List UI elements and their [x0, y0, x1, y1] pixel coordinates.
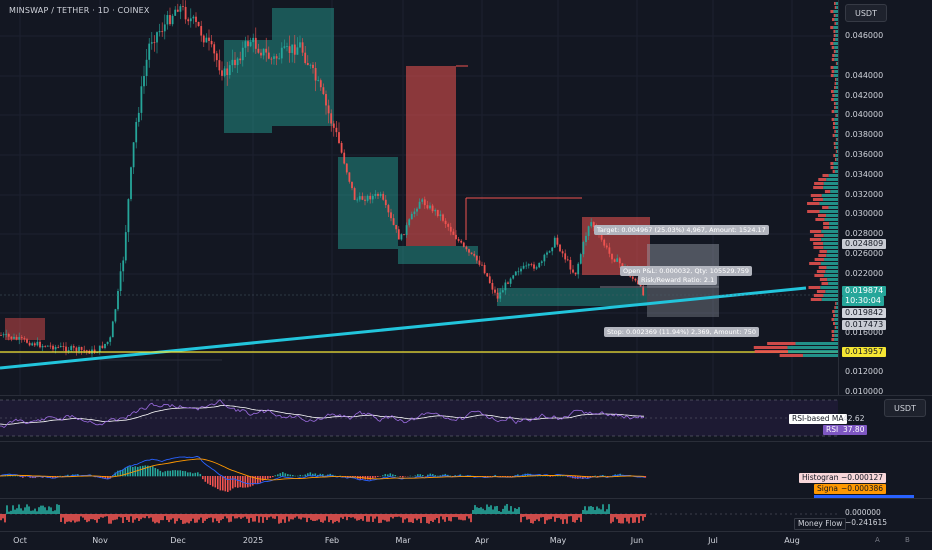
- price-axis-label: 0.046000: [845, 31, 884, 40]
- price-axis-label: 0.016000: [845, 328, 884, 337]
- time-axis-label: Mar: [395, 536, 411, 545]
- price-axis-label: 0.030000: [845, 209, 884, 218]
- open-pnl-label[interactable]: Open P&L: 0.000032, Qty: 105529.759: [620, 266, 753, 276]
- time-axis-label: Feb: [324, 536, 340, 545]
- tp-level-tag: 0.024809: [842, 239, 887, 249]
- settings-button[interactable]: B: [905, 536, 910, 544]
- price-axis-label: 0.044000: [845, 71, 884, 80]
- time-axis-label: Jul: [708, 536, 718, 545]
- target-label[interactable]: Target: 0.004967 (25.03%) 4,967, Amount:…: [594, 225, 769, 235]
- price-scale[interactable]: [838, 0, 932, 395]
- money-flow-label: Money Flow: [794, 518, 847, 530]
- rsi-pane[interactable]: [0, 396, 838, 441]
- price-axis-label: 0.026000: [845, 249, 884, 258]
- rsi-label: RSI: [823, 425, 842, 435]
- time-axis-label: Jun: [630, 536, 644, 545]
- price-axis-label: 0.040000: [845, 110, 884, 119]
- price-axis-label: 0.022000: [845, 269, 884, 278]
- time-axis-label: Oct: [13, 536, 27, 545]
- currency-button[interactable]: USDT: [845, 4, 887, 22]
- macd-pane[interactable]: [0, 442, 838, 498]
- support-level-tag: 0.013957: [842, 347, 887, 357]
- time-axis-label: May: [549, 536, 567, 545]
- volume-profile: [753, 2, 838, 357]
- histogram-label: Histogram: [799, 473, 844, 483]
- signal-value: −0.000386: [838, 484, 887, 494]
- risk-reward-label[interactable]: Risk/Reward Ratio: 2.1: [638, 275, 718, 285]
- price-tag-2: 0.019842: [842, 308, 887, 318]
- price-axis-label: 0.034000: [845, 170, 884, 179]
- sl-level-tag: 0.017473: [842, 320, 887, 330]
- time-axis-label: Aug: [784, 536, 800, 545]
- auto-scale-button[interactable]: A: [875, 536, 880, 544]
- price-axis-label: 0.032000: [845, 190, 884, 199]
- time-axis-label: Nov: [92, 536, 108, 545]
- macd-tag-partial: [814, 495, 914, 498]
- price-axis-label: 0.042000: [845, 91, 884, 100]
- price-axis-label: 0.038000: [845, 130, 884, 139]
- time-axis-label: 2025: [242, 536, 264, 545]
- trend-line[interactable]: [0, 286, 807, 370]
- price-axis-label: 0.010000: [845, 387, 884, 396]
- candlesticks[interactable]: [0, 0, 645, 358]
- price-pane[interactable]: [0, 0, 932, 395]
- stop-label[interactable]: Stop: 0.002369 (11.94%) 2,369, Amount: 7…: [604, 327, 759, 337]
- currency-button-2[interactable]: USDT: [884, 399, 926, 417]
- rsi-ma-value: 42.62: [843, 414, 865, 423]
- rsi-value: 37.80: [840, 425, 868, 435]
- histogram-value: −0.000127: [838, 473, 887, 483]
- price-axis-label: 0.012000: [845, 367, 884, 376]
- zone-boxes[interactable]: [5, 8, 650, 340]
- signal-label: Signal: [814, 484, 844, 494]
- price-axis-label: 0.028000: [845, 229, 884, 238]
- money-flow-pane[interactable]: [0, 499, 838, 532]
- symbol-title: MINSWAP / TETHER · 1D · COINEX: [9, 6, 150, 15]
- rsi-ma-label: RSI-based MA: [789, 414, 847, 424]
- time-axis-label: Dec: [170, 536, 186, 545]
- money-flow-zero: 0.000000: [845, 508, 881, 517]
- countdown-tag: 10:30:04: [842, 296, 884, 306]
- price-axis-label: 0.036000: [845, 150, 884, 159]
- money-flow-value: −0.241615: [845, 518, 888, 527]
- time-axis-label: Apr: [475, 536, 489, 545]
- current-price-tag: 0.019874: [842, 286, 887, 296]
